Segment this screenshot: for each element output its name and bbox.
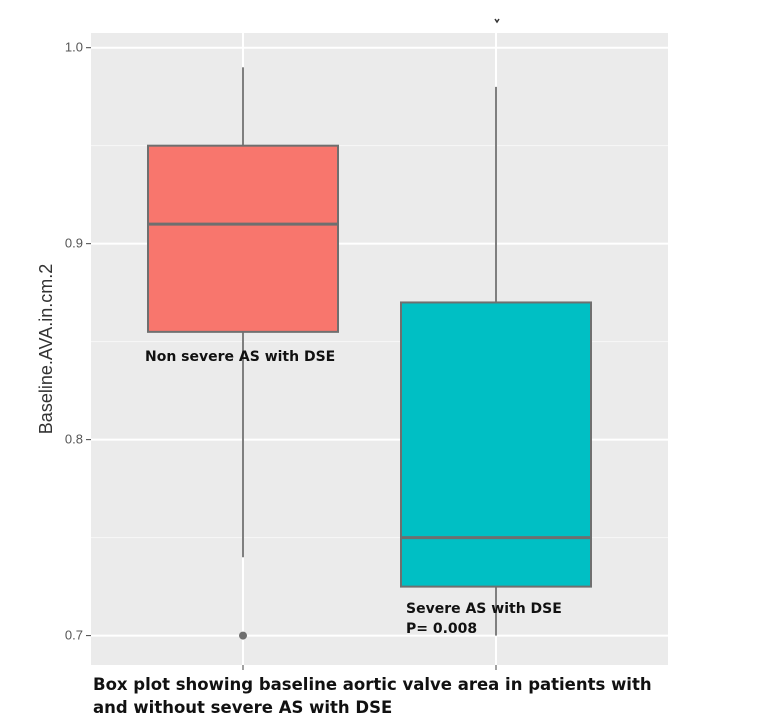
box-1 (147, 144, 339, 333)
p-value-annotation: P= 0.008 (406, 621, 477, 637)
y-tick-label: 1.0 (65, 40, 83, 55)
y-tick-label: 0.9 (65, 236, 83, 251)
y-axis-label: Baseline.AVA.in.cm.2 (36, 264, 56, 434)
y-tick-label: 0.8 (65, 432, 83, 447)
outlier-point (239, 631, 247, 640)
tick-mark-fragment (494, 18, 500, 24)
group2-annotation: Severe AS with DSE (406, 601, 562, 617)
y-axis-ticks: 0.7 0.8 0.9 1.0 (65, 40, 91, 643)
x-axis-ticks (242, 665, 497, 670)
y-tick-label: 0.7 (65, 628, 83, 643)
box-2 (400, 301, 592, 588)
figure-caption: Box plot showing baseline aortic valve a… (93, 675, 652, 717)
boxes (147, 67, 592, 640)
group1-annotation: Non severe AS with DSE (145, 349, 335, 365)
